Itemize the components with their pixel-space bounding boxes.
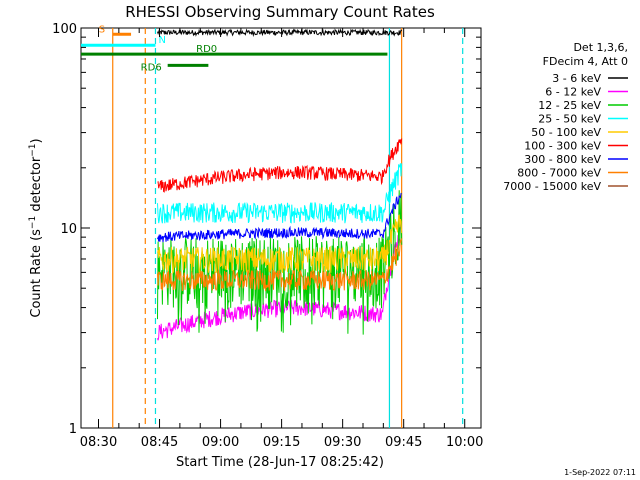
y-tick-label: 100 [52,22,77,37]
legend-entry-label: 800 - 7000 keV [517,167,601,180]
x-tick-label: 09:30 [324,435,361,450]
y-tick-label: 1 [69,422,77,437]
state-bar-label: RD6 [141,62,162,73]
y-tick-label: 10 [60,222,77,237]
x-tick-label: 10:00 [446,435,483,450]
series-line-5 [157,138,403,193]
state-bar-label: N [158,35,165,46]
legend-entry-label: 7000 - 15000 keV [503,180,601,193]
data-series [157,28,403,341]
x-tick-label: 09:00 [202,435,239,450]
series-line-7 [157,238,403,292]
axes: 1 10 100 08:30 08:45 09:00 09:15 09:30 09:45 10:0… [52,22,483,450]
legend-header-line-2: FDecim 4, Att 0 [543,55,628,68]
instrument-state-bars: S N RD0 RD6 [81,24,388,73]
x-tick-label: 08:45 [141,435,178,450]
state-bar-label: RD0 [196,44,217,55]
x-tick-label: 09:15 [263,435,300,450]
y-axis-label: Count Rate (s−1 detector−1) [28,138,44,317]
x-tick-label: 09:45 [385,435,422,450]
generation-timestamp: 1-Sep-2022 07:11 [564,468,636,477]
series-line-6 [157,193,402,243]
chart-title: RHESSI Observing Summary Count Rates [125,3,435,21]
series-line-3 [157,163,403,224]
series-line-1 [157,222,403,341]
x-axis-label: Start Time (28-Jun-17 08:25:42) [176,455,384,470]
vertical-markers [112,28,464,428]
state-bar-label: S [99,24,105,35]
legend-entry-label: 100 - 300 keV [524,140,601,153]
plot-frame [80,27,482,429]
legend-entry-label: 6 - 12 keV [545,86,601,99]
legend-entry-label: 3 - 6 keV [552,72,601,85]
series-line-0 [157,28,403,38]
legend-entry-label: 50 - 100 keV [531,126,601,139]
series-line-4 [157,214,403,275]
legend-entry-label: 25 - 50 keV [538,113,601,126]
legend-entry-label: 12 - 25 keV [538,99,601,112]
legend-header-line-1: Det 1,3,6, [573,41,628,54]
legend-entry-label: 300 - 800 keV [524,153,601,166]
x-tick-label: 08:30 [80,435,117,450]
